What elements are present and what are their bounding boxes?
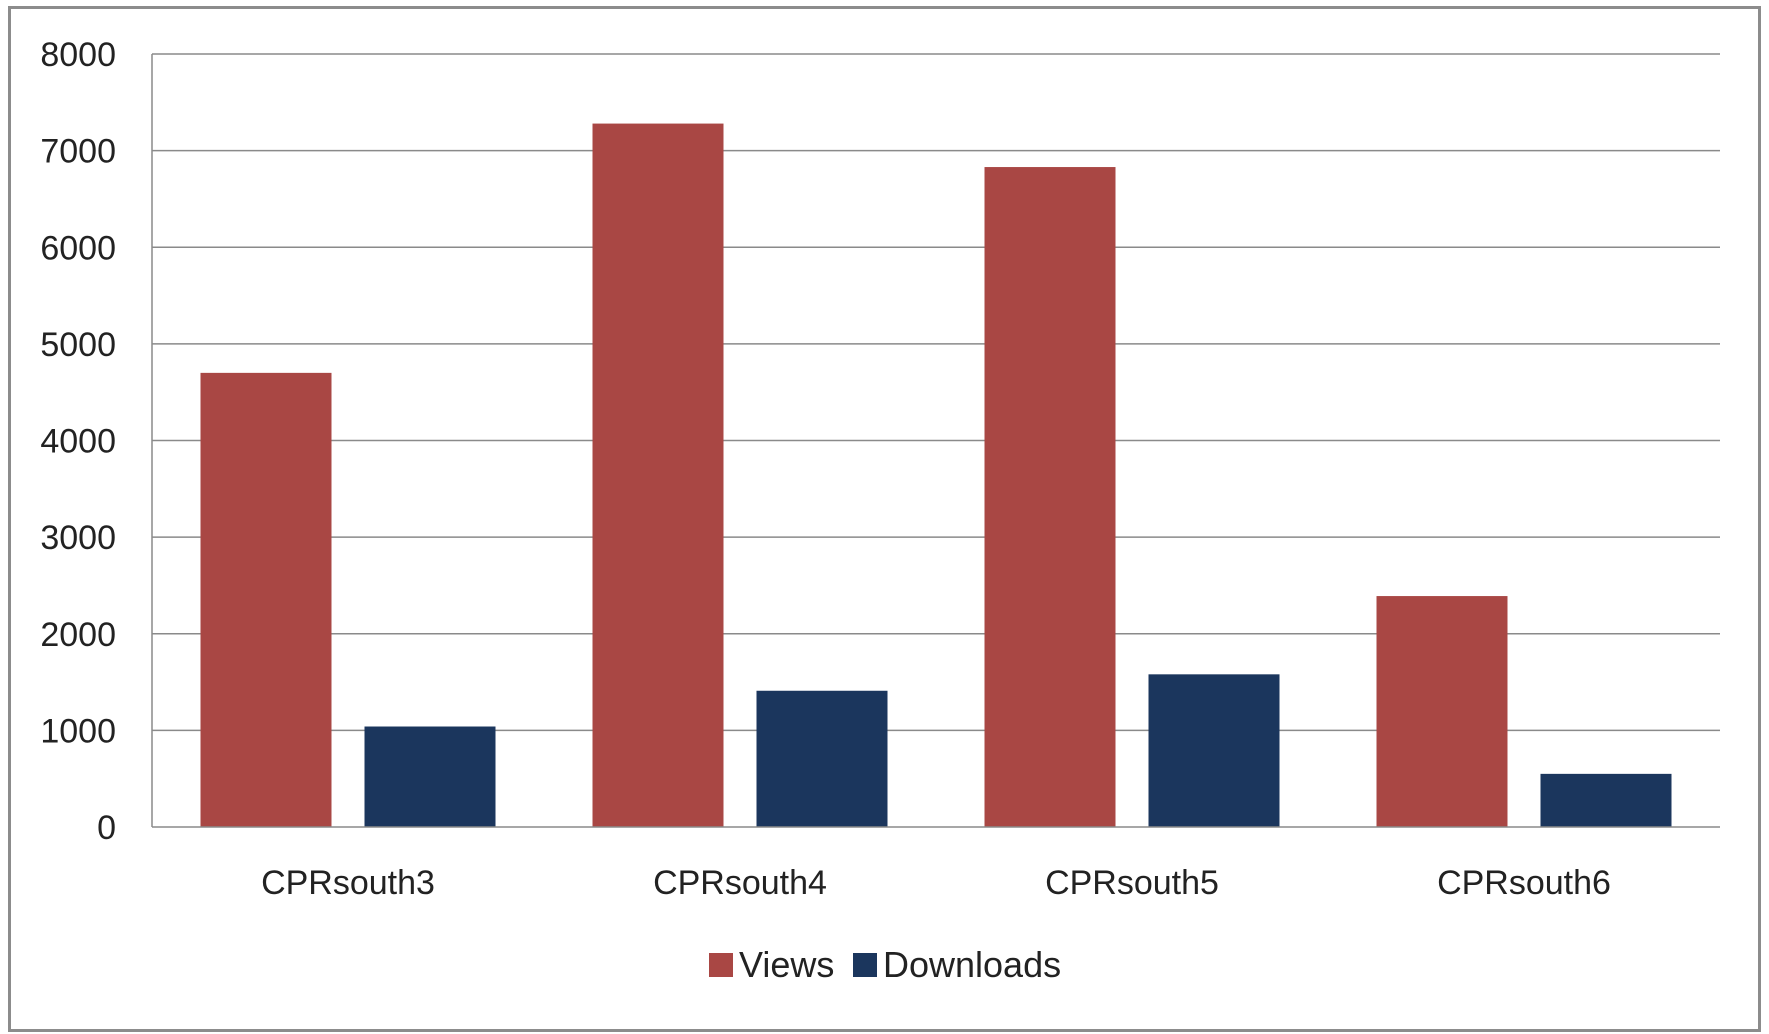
x-tick-label: CPRsouth5: [1045, 864, 1219, 902]
bar-downloads-cprsouth4: [756, 690, 888, 827]
bar-downloads-cprsouth6: [1540, 773, 1672, 827]
y-tick-label: 4000: [40, 423, 116, 461]
y-tick-label: 2000: [40, 616, 116, 654]
y-tick-label: 5000: [40, 326, 116, 364]
legend-label-downloads: Downloads: [883, 944, 1061, 985]
legend-swatch-views: [709, 953, 733, 977]
y-tick-label: 7000: [40, 133, 116, 171]
bar-views-cprsouth6: [1376, 596, 1508, 827]
bar-downloads-cprsouth3: [364, 726, 496, 827]
x-tick-label: CPRsouth3: [261, 864, 435, 902]
y-tick-label: 8000: [40, 36, 116, 74]
bar-views-cprsouth3: [200, 372, 332, 827]
y-axis-tick-labels: 0 1000 2000 3000 4000 5000 6000 7000 8000: [40, 36, 116, 847]
y-tick-label: 3000: [40, 519, 116, 557]
legend-label-views: Views: [739, 944, 834, 985]
axes: [151, 54, 1720, 828]
x-tick-label: CPRsouth4: [653, 864, 827, 902]
y-tick-label: 0: [97, 809, 116, 847]
bars: [200, 123, 1672, 827]
y-tick-label: 1000: [40, 712, 116, 750]
legend-swatch-downloads: [853, 953, 877, 977]
x-tick-label: CPRsouth6: [1437, 864, 1611, 902]
legend: Views Downloads: [709, 944, 1061, 985]
x-axis-tick-labels: CPRsouth3 CPRsouth4 CPRsouth5 CPRsouth6: [261, 864, 1611, 902]
bar-views-cprsouth5: [984, 167, 1116, 827]
bar-downloads-cprsouth5: [1148, 674, 1280, 827]
y-tick-label: 6000: [40, 229, 116, 267]
bar-views-cprsouth4: [592, 123, 724, 827]
